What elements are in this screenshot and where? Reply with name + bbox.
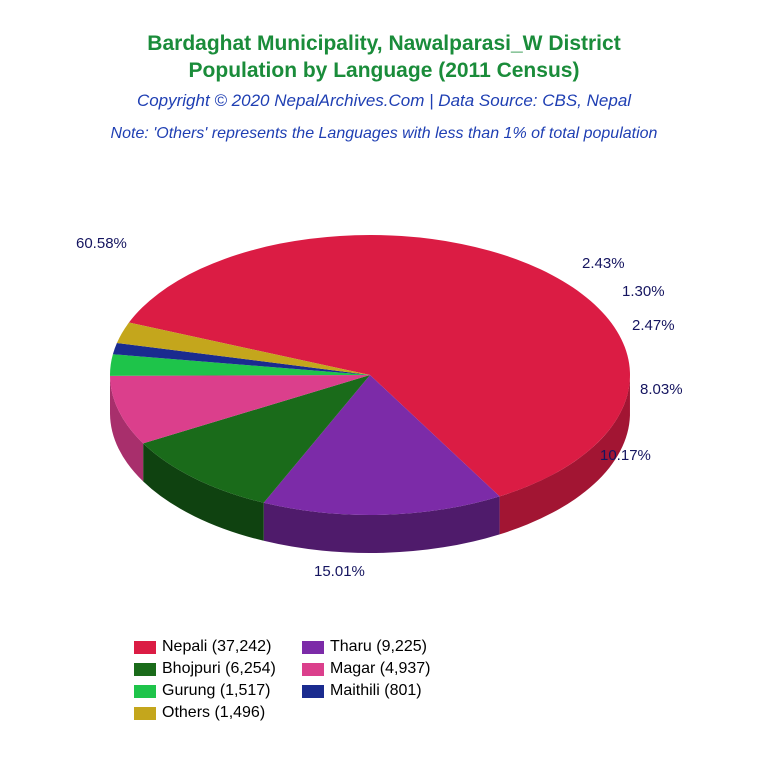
pie-chart: 60.58% 15.01% 10.17% 8.03% 2.47% 1.30% 2.43%: [0, 165, 768, 585]
legend-label: Nepali (37,242): [162, 638, 271, 656]
pct-label-nepali: 60.58%: [76, 235, 127, 252]
legend-row: Nepali (37,242) Tharu (9,225) Bhojpuri (6,…: [134, 638, 634, 726]
pct-label-tharu: 15.01%: [314, 563, 365, 580]
chart-container: Bardaghat Municipality, Nawalparasi_W Di…: [0, 0, 768, 768]
legend-item: Tharu (9,225): [302, 638, 452, 656]
legend-item: Gurung (1,517): [134, 682, 284, 700]
pct-label-maithili: 1.30%: [622, 283, 665, 300]
legend-label: Tharu (9,225): [330, 638, 427, 656]
title-line-1: Bardaghat Municipality, Nawalparasi_W Di…: [0, 30, 768, 57]
legend-label: Gurung (1,517): [162, 682, 271, 700]
legend-item: Nepali (37,242): [134, 638, 284, 656]
title-line-2: Population by Language (2011 Census): [0, 57, 768, 84]
legend-item: Others (1,496): [134, 704, 284, 722]
legend-label: Maithili (801): [330, 682, 422, 700]
pct-label-magar: 8.03%: [640, 381, 683, 398]
legend: Nepali (37,242) Tharu (9,225) Bhojpuri (6,…: [134, 638, 634, 726]
pct-label-gurung: 2.47%: [632, 317, 675, 334]
legend-label: Bhojpuri (6,254): [162, 660, 276, 678]
legend-swatch: [302, 641, 324, 654]
legend-swatch: [134, 641, 156, 654]
legend-item: Maithili (801): [302, 682, 452, 700]
copyright-text: Copyright © 2020 NepalArchives.Com | Dat…: [0, 91, 768, 111]
chart-title: Bardaghat Municipality, Nawalparasi_W Di…: [0, 0, 768, 85]
legend-swatch: [134, 707, 156, 720]
legend-swatch: [302, 685, 324, 698]
pie-svg: [0, 165, 768, 585]
legend-label: Magar (4,937): [330, 660, 431, 678]
legend-swatch: [134, 685, 156, 698]
legend-item: Bhojpuri (6,254): [134, 660, 284, 678]
legend-swatch: [134, 663, 156, 676]
pct-label-others: 2.43%: [582, 255, 625, 272]
pct-label-bhojpuri: 10.17%: [600, 447, 651, 464]
legend-swatch: [302, 663, 324, 676]
legend-label: Others (1,496): [162, 704, 265, 722]
note-text: Note: 'Others' represents the Languages …: [0, 125, 768, 143]
legend-item: Magar (4,937): [302, 660, 452, 678]
